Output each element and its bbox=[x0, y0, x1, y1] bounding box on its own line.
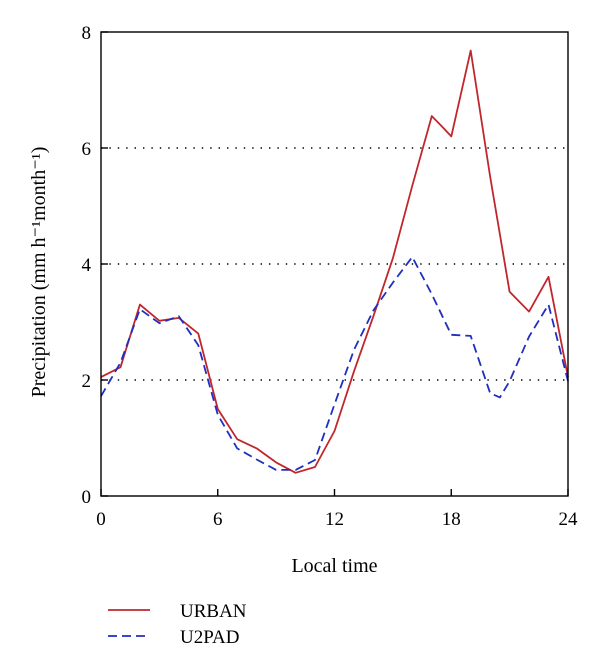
y-tick-label-4: 4 bbox=[82, 255, 92, 276]
y-tick-label-0: 0 bbox=[82, 487, 92, 508]
x-axis-title: Local time bbox=[291, 555, 377, 577]
y-tick-label-8: 8 bbox=[82, 23, 92, 44]
series-lines bbox=[100, 49, 569, 474]
legend-label-urban: URBAN bbox=[180, 601, 247, 622]
y-tick-label-2: 2 bbox=[82, 371, 92, 392]
x-tick-label-6: 6 bbox=[213, 509, 223, 530]
x-tick-label-0: 0 bbox=[96, 509, 106, 530]
x-tick-label-18: 18 bbox=[442, 509, 461, 530]
x-tick-label-12: 12 bbox=[325, 509, 344, 530]
legend-label-u2pad: U2PAD bbox=[180, 627, 240, 648]
x-tick-label-24: 24 bbox=[559, 509, 579, 530]
y-tick-label-6: 6 bbox=[82, 139, 92, 160]
y-axis-title: Precipitation (mm h⁻¹month⁻¹) bbox=[28, 147, 50, 398]
series-line-u2pad bbox=[100, 256, 569, 471]
legend: URBAN U2PAD bbox=[108, 601, 247, 648]
